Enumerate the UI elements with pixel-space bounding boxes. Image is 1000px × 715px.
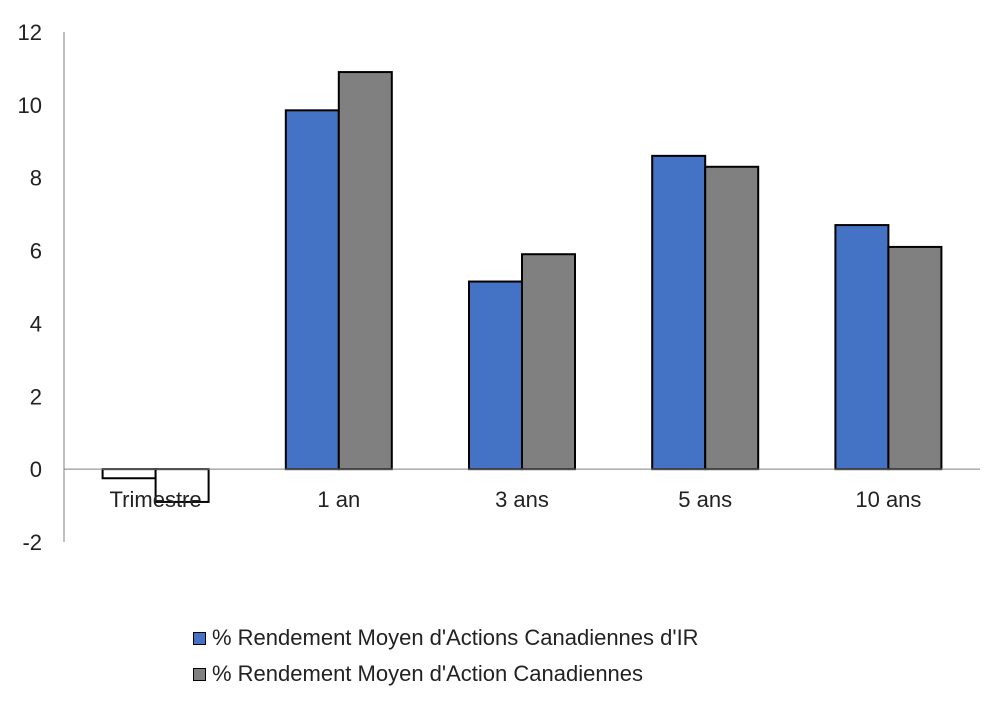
legend: % Rendement Moyen d'Actions Canadiennes …	[193, 620, 699, 692]
bars	[101, 71, 943, 503]
bar-canadiennes-3	[704, 165, 760, 471]
legend-label-ir: % Rendement Moyen d'Actions Canadiennes …	[212, 625, 699, 650]
bar-ir-3	[651, 154, 707, 471]
x-axis: Trimestre 1 an 3 ans 5 ans 10 ans	[64, 468, 980, 512]
x-tick-label: 3 ans	[495, 487, 549, 512]
y-tick-label: 2	[30, 384, 42, 409]
legend-swatch-canadiennes	[193, 667, 206, 681]
legend-item-ir: % Rendement Moyen d'Actions Canadiennes …	[193, 620, 699, 656]
y-tick-label: 10	[18, 93, 42, 118]
y-tick-label: 8	[30, 166, 42, 191]
x-tick-label: 10 ans	[855, 487, 921, 512]
bar-ir-0	[101, 468, 157, 480]
bar-ir-2	[468, 280, 523, 471]
legend-label-canadiennes: % Rendement Moyen d'Action Canadiennes	[212, 661, 644, 686]
bar-canadiennes-2	[521, 253, 576, 471]
bar-canadiennes-4	[887, 245, 943, 471]
x-tick-label: 1 an	[317, 487, 360, 512]
y-tick-label: 12	[18, 20, 42, 45]
y-tick-label: 0	[30, 457, 42, 482]
y-tick-label: -2	[22, 530, 42, 555]
bar-canadiennes-0	[154, 468, 210, 503]
y-tick-label: 6	[30, 239, 42, 264]
legend-swatch-ir	[193, 631, 206, 645]
bar-ir-4	[834, 224, 890, 471]
bar-canadiennes-1	[337, 71, 393, 471]
x-tick-label: 5 ans	[678, 487, 732, 512]
legend-item-canadiennes: % Rendement Moyen d'Action Canadiennes	[193, 656, 699, 692]
bar-ir-1	[284, 109, 340, 471]
y-axis: -2 0 2 4 6 8 10 12	[18, 20, 65, 555]
x-tick-label: Trimestre	[110, 487, 202, 512]
y-tick-label: 4	[30, 311, 42, 336]
